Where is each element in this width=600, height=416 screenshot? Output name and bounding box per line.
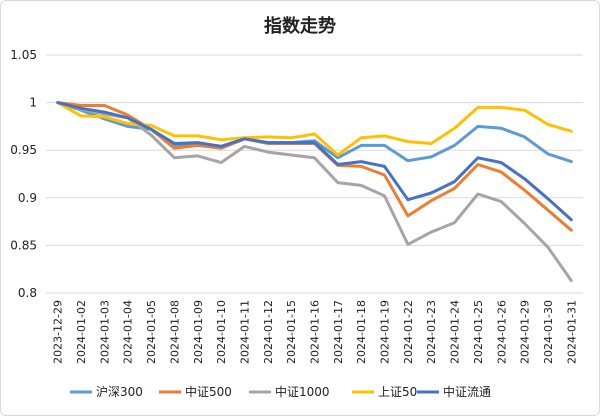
x-tick-label: 2024-01-23 xyxy=(425,300,438,364)
x-tick-label: 2023-12-29 xyxy=(52,300,65,364)
x-tick-label: 2024-01-11 xyxy=(238,300,251,364)
legend-label: 沪深300 xyxy=(96,385,143,399)
x-tick-label: 2024-01-12 xyxy=(262,300,275,364)
series-lines xyxy=(56,101,573,283)
legend-label: 中证500 xyxy=(185,384,232,399)
y-tick-label: 0.85 xyxy=(10,238,37,252)
series-line-5 xyxy=(56,101,573,222)
legend-label: 中证流通 xyxy=(443,384,491,399)
legend-label: 中证1000 xyxy=(275,384,330,399)
x-tick-label: 2024-01-31 xyxy=(565,300,578,364)
legend: 沪深300 中证500 中证1000 上证50 中证流通 xyxy=(70,384,491,399)
x-tick-label: 2024-01-30 xyxy=(542,300,555,364)
x-tick-label: 2024-01-02 xyxy=(75,300,88,364)
x-tick-label: 2024-01-29 xyxy=(519,300,532,364)
x-tick-label: 2024-01-09 xyxy=(192,300,205,364)
x-tick-label: 2024-01-08 xyxy=(168,300,181,364)
x-tick-label: 2024-01-17 xyxy=(332,300,345,364)
x-tick-label: 2024-01-18 xyxy=(355,300,368,364)
x-tick-label: 2024-01-19 xyxy=(379,300,392,364)
x-tick-label: 2024-01-03 xyxy=(98,300,111,364)
x-axis-ticks: 2023-12-29 2024-01-02 2024-01-03 2024-01-04… xyxy=(52,300,579,364)
y-tick-label: 0.9 xyxy=(18,191,37,205)
x-tick-label: 2024-01-24 xyxy=(449,300,462,364)
x-tick-label: 2024-01-15 xyxy=(285,300,298,364)
y-tick-label: 1 xyxy=(29,96,37,110)
x-tick-label: 2024-01-05 xyxy=(145,300,158,364)
y-tick-label: 0.95 xyxy=(10,143,37,157)
y-tick-label: 0.8 xyxy=(18,286,37,300)
x-tick-label: 2024-01-04 xyxy=(122,300,135,364)
chart-title: 指数走势 xyxy=(264,15,336,37)
gridlines xyxy=(46,54,583,294)
series-line-1 xyxy=(56,101,573,164)
x-tick-label: 2024-01-10 xyxy=(215,300,228,364)
x-tick-label: 2024-01-16 xyxy=(309,300,322,364)
x-tick-label: 2024-01-25 xyxy=(472,300,485,364)
y-axis-ticks: 0.8 0.85 0.9 0.95 1 1.05 xyxy=(10,48,37,300)
series-line-3 xyxy=(56,101,573,283)
y-tick-label: 1.05 xyxy=(10,48,37,62)
legend-label: 上证50 xyxy=(378,385,417,399)
x-tick-label: 2024-01-22 xyxy=(402,300,415,364)
x-tick-label: 2024-01-26 xyxy=(495,300,508,364)
